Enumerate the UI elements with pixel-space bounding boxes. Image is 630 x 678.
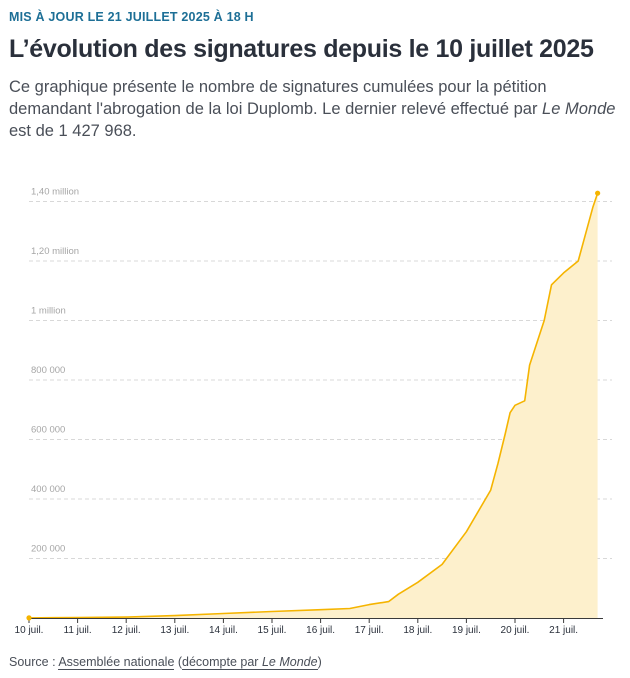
signatures-area-chart: 200 000 400 000 600 000 800 000 1 million 1,2…	[15, 187, 612, 636]
x-tick-label: 15 juil.	[258, 625, 287, 636]
chart-title: L’évolution des signatures depuis le 10 …	[9, 35, 594, 63]
source-paren-open: (	[174, 655, 183, 669]
signatures-area-fill	[29, 193, 598, 618]
subtitle-text-start: Ce graphique présente le nombre de signa…	[9, 78, 547, 118]
y-tick-label: 1 million	[31, 306, 66, 317]
chart-subtitle: Ce graphique présente le nombre de signa…	[9, 76, 619, 142]
x-tick-label: 14 juil.	[209, 625, 238, 636]
first-point-marker[interactable]	[26, 615, 32, 621]
source-paren-close: )	[317, 655, 322, 669]
x-tick-label: 21 juil.	[549, 625, 578, 636]
source-link-assemblee[interactable]: Assemblée nationale	[58, 655, 175, 670]
update-kicker: MIS À JOUR LE 21 JUILLET 2025 À 18 H	[9, 10, 254, 24]
x-tick-label: 10 juil.	[15, 625, 44, 636]
x-tick-label: 19 juil.	[452, 625, 481, 636]
signatures-line	[28, 192, 599, 619]
decompte-le-monde: Le Monde	[261, 655, 318, 669]
y-tick-label: 600 000	[31, 425, 65, 436]
x-tick-label: 16 juil.	[306, 625, 335, 636]
x-tick-label: 18 juil.	[403, 625, 432, 636]
y-tick-label: 1,20 million	[31, 246, 79, 257]
subtitle-text-end: est de 1 427 968.	[9, 122, 137, 140]
y-tick-label: 800 000	[31, 365, 65, 376]
y-tick-label: 1,40 million	[31, 187, 79, 198]
y-tick-label: 400 000	[31, 484, 65, 495]
y-tick-label: 200 000	[31, 544, 65, 555]
last-point-marker[interactable]	[595, 190, 601, 196]
x-tick-label: 11 juil.	[64, 625, 92, 636]
decompte-text: décompte par	[182, 655, 262, 669]
x-tick-label: 12 juil.	[112, 625, 141, 636]
source-line: Source : Assemblée nationale (décompte p…	[9, 655, 322, 670]
x-tick-label: 20 juil.	[501, 625, 530, 636]
x-tick-label: 13 juil.	[160, 625, 189, 636]
source-prefix: Source :	[9, 655, 59, 669]
subtitle-le-monde: Le Monde	[542, 100, 616, 118]
source-link-decompte[interactable]: décompte par Le Monde	[182, 655, 318, 670]
x-tick-label: 17 juil.	[355, 625, 384, 636]
